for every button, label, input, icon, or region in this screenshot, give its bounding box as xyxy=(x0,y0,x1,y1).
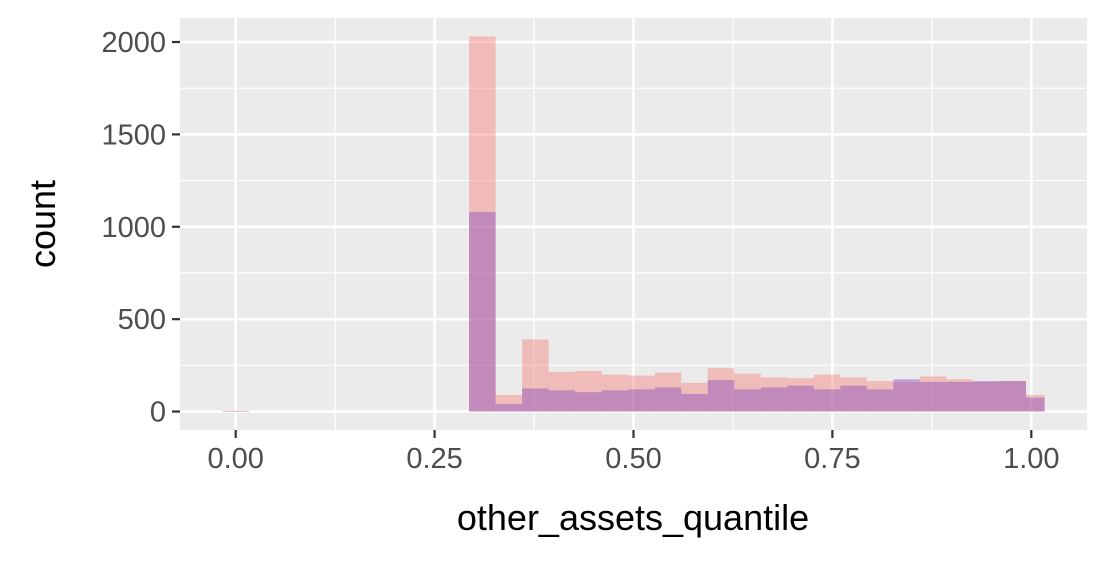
histogram-bar xyxy=(919,381,947,412)
histogram-bar xyxy=(548,390,576,412)
histogram-bar xyxy=(222,410,249,412)
histogram-bar xyxy=(522,388,549,412)
y-tick-label: 1000 xyxy=(101,212,166,244)
histogram-bar xyxy=(1025,397,1045,412)
histogram-bar xyxy=(813,374,841,412)
x-tick-label: 0.50 xyxy=(605,443,661,475)
histogram-bar xyxy=(654,372,682,412)
x-tick-label: 0.75 xyxy=(804,443,860,475)
histogram-bar xyxy=(866,389,894,412)
histogram-bar xyxy=(601,374,629,412)
y-axis: 0 500 1000 1500 2000 xyxy=(101,27,180,429)
histogram-bar xyxy=(654,387,682,412)
y-tick-label: 500 xyxy=(118,304,166,336)
histogram-bar xyxy=(707,368,735,412)
histogram-bar xyxy=(866,381,894,412)
histogram-bar xyxy=(734,373,761,412)
histogram-bar xyxy=(734,389,761,412)
y-tick-label: 2000 xyxy=(101,27,166,59)
histogram-bar xyxy=(999,381,1026,412)
y-tick-label: 0 xyxy=(150,397,166,429)
x-tick-label: 1.00 xyxy=(1003,443,1059,475)
y-tick-label: 1500 xyxy=(101,119,166,151)
histogram-bar xyxy=(840,385,867,412)
histogram-bar xyxy=(681,393,708,412)
histogram-bar xyxy=(548,371,576,412)
histogram-bar xyxy=(787,378,814,412)
y-axis-title: count xyxy=(22,180,63,268)
histogram-bar xyxy=(1025,394,1045,412)
histogram-bar xyxy=(893,381,920,412)
major-gridlines xyxy=(180,18,1087,430)
histogram-bar xyxy=(495,394,523,412)
x-axis-title: other_assets_quantile xyxy=(457,497,809,538)
x-axis: 0.00 0.25 0.50 0.75 1.00 xyxy=(207,430,1060,475)
histogram-bar xyxy=(787,385,814,412)
histogram-bar xyxy=(575,392,602,412)
histogram-bar xyxy=(840,377,867,412)
histogram-bar xyxy=(919,376,947,412)
histogram-bar xyxy=(760,387,788,412)
histogram-bar xyxy=(222,410,249,412)
histogram-bar xyxy=(972,381,1000,412)
x-tick-label: 0.00 xyxy=(207,443,263,475)
histogram-bar xyxy=(628,375,655,412)
histogram-bar xyxy=(999,381,1026,412)
histogram-bar xyxy=(813,389,841,412)
histogram-bar xyxy=(601,390,629,412)
histogram-bar xyxy=(760,377,788,412)
histogram-bar xyxy=(469,36,496,412)
x-tick-label: 0.25 xyxy=(406,443,462,475)
histogram-bar xyxy=(972,381,1000,412)
histogram-bar xyxy=(681,382,708,412)
histogram-bars xyxy=(222,36,1045,412)
histogram-bar xyxy=(522,339,549,412)
histogram-bar xyxy=(469,211,496,412)
histogram-bar xyxy=(946,379,973,412)
histogram-bar xyxy=(893,379,920,412)
histogram-bar xyxy=(628,389,655,412)
histogram-bar xyxy=(495,404,523,412)
histogram-bar xyxy=(575,370,602,412)
histogram-bar xyxy=(946,381,973,412)
histogram-bar xyxy=(707,380,735,412)
